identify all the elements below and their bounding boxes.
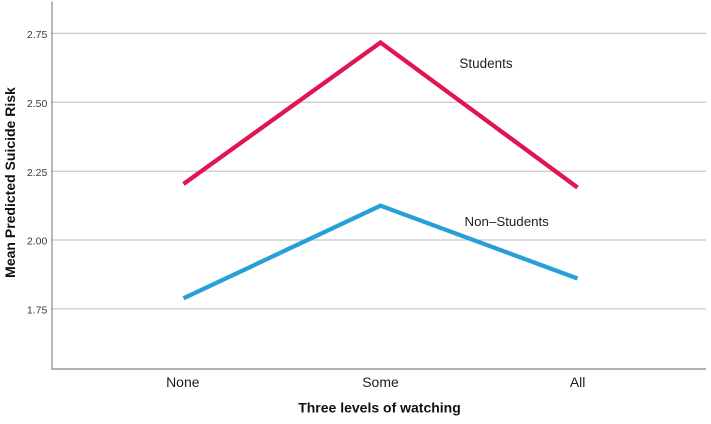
svg-text:Some: Some: [362, 374, 399, 390]
svg-text:2.75: 2.75: [27, 29, 48, 41]
svg-text:2.00: 2.00: [27, 236, 48, 248]
svg-text:2.50: 2.50: [27, 98, 48, 110]
svg-text:Students: Students: [459, 56, 513, 71]
svg-text:All: All: [570, 374, 586, 390]
svg-text:Mean Predicted Suicide Risk: Mean Predicted Suicide Risk: [2, 87, 18, 278]
svg-text:2.25: 2.25: [27, 167, 48, 179]
svg-text:Non–Students: Non–Students: [465, 214, 550, 229]
svg-text:Three levels of watching: Three levels of watching: [298, 400, 461, 416]
svg-text:1.75: 1.75: [27, 305, 48, 317]
svg-text:None: None: [166, 374, 200, 390]
